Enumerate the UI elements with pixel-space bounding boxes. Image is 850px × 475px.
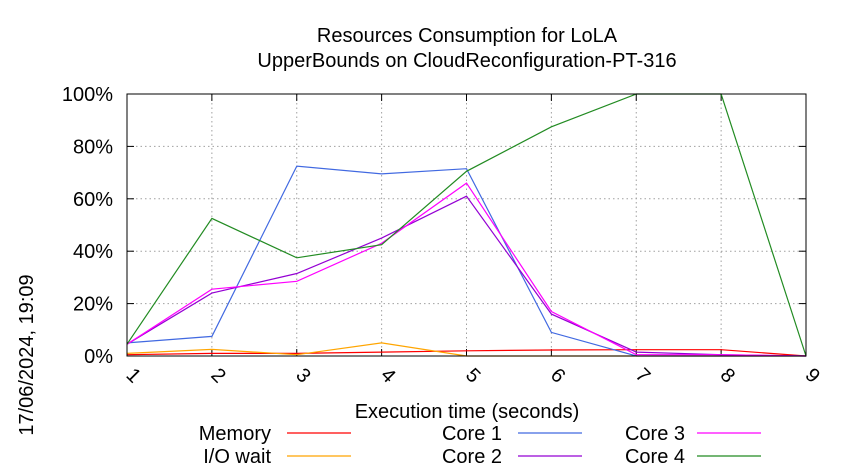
x-tick-label: 9	[801, 364, 824, 387]
series-line-memory	[126, 349, 807, 357]
chart-subtitle: UpperBounds on CloudReconfiguration-PT-3…	[257, 50, 676, 72]
x-tick-label: 4	[376, 364, 399, 387]
legend-label-core-1: Core 1	[442, 423, 502, 445]
x-tick-label: 2	[206, 364, 229, 387]
series-line-core-3	[126, 182, 807, 357]
legend-label-i-o-wait: I/O wait	[203, 446, 271, 468]
x-tick-label: 6	[546, 364, 569, 387]
x-tick-label: 7	[631, 364, 654, 387]
y-tick-label: 20%	[73, 294, 113, 316]
x-tick-label: 8	[716, 364, 739, 387]
grid-lines	[127, 94, 806, 356]
legend-label-core-2: Core 2	[442, 446, 502, 468]
x-tick-label: 5	[461, 364, 484, 387]
plot-frame	[126, 93, 807, 357]
y-tick-label: 80%	[73, 136, 113, 158]
legend-label-core-4: Core 4	[625, 446, 685, 468]
y-tick-label: 40%	[73, 241, 113, 263]
y-tick-label: 60%	[73, 189, 113, 211]
y-tick-label: 100%	[62, 84, 113, 106]
y-tick-label: 0%	[84, 346, 113, 368]
chart-title: Resources Consumption for LoLA	[317, 25, 618, 47]
legend-label-core-3: Core 3	[625, 423, 685, 445]
y-axis-ticks: 0% 20% 40% 60% 80% 100%	[62, 84, 806, 368]
timestamp-label: 17/06/2024, 19:09	[16, 274, 38, 435]
legend-label-memory: Memory	[199, 423, 271, 445]
x-axis-ticks: 1 2 3 4 5 6 7 8 9	[122, 94, 824, 387]
x-tick-label: 1	[122, 364, 145, 387]
x-tick-label: 3	[291, 364, 314, 387]
x-axis-label: Execution time (seconds)	[355, 401, 580, 423]
